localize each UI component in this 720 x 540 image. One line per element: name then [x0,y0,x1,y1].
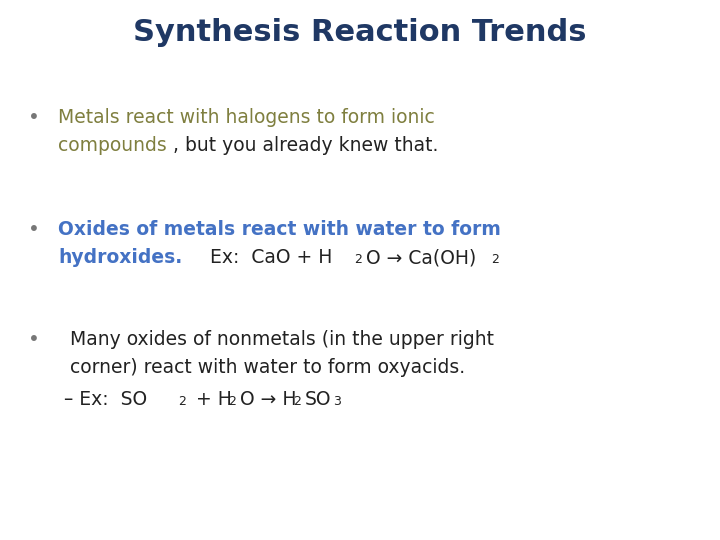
Text: Ex:  CaO + H: Ex: CaO + H [198,248,333,267]
Text: + H: + H [190,390,232,409]
Text: SO: SO [305,390,331,409]
Text: corner) react with water to form oxyacids.: corner) react with water to form oxyacid… [58,358,465,377]
Text: •: • [28,108,40,127]
Text: •: • [28,330,40,349]
Text: Synthesis Reaction Trends: Synthesis Reaction Trends [133,18,587,47]
Text: – Ex:  SO: – Ex: SO [58,390,147,409]
Text: Metals react with halogens to form ionic: Metals react with halogens to form ionic [58,108,435,127]
Text: 2: 2 [354,253,362,266]
Text: 3: 3 [333,395,341,408]
Text: , but you already knew that.: , but you already knew that. [173,136,438,155]
Text: 2: 2 [178,395,186,408]
Text: O → H: O → H [240,390,297,409]
Text: Many oxides of nonmetals (in the upper right: Many oxides of nonmetals (in the upper r… [58,330,494,349]
Text: •: • [28,220,40,239]
Text: hydroxides.: hydroxides. [58,248,182,267]
Text: 2: 2 [491,253,499,266]
Text: compounds: compounds [58,136,167,155]
Text: Oxides of metals react with water to form: Oxides of metals react with water to for… [58,220,501,239]
Text: 2: 2 [293,395,301,408]
Text: O → Ca(OH): O → Ca(OH) [366,248,476,267]
Text: 2: 2 [228,395,236,408]
